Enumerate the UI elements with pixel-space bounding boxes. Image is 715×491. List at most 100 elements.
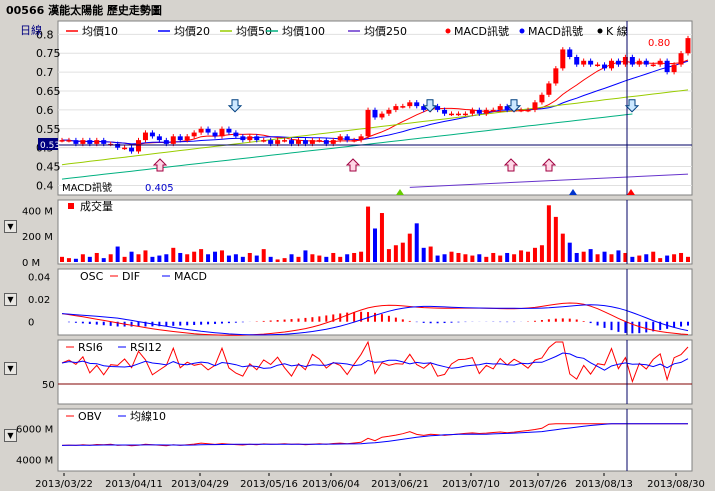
volume-bar xyxy=(66,258,71,262)
volume-bar xyxy=(101,258,106,262)
volume-bar xyxy=(373,228,377,262)
candle-body xyxy=(358,136,364,141)
volume-bar xyxy=(435,255,440,262)
candle-body xyxy=(205,128,211,133)
volume-bar xyxy=(310,254,315,262)
legend-label: 均價10 xyxy=(82,24,118,38)
candle-body xyxy=(302,140,308,144)
candle-body xyxy=(226,128,232,133)
volume-bar xyxy=(491,252,496,262)
volume-bar xyxy=(672,254,677,262)
candle-body xyxy=(163,140,169,144)
volume-bar xyxy=(150,256,155,262)
macd-legend-label: DIF xyxy=(122,270,140,283)
volume-bar xyxy=(192,251,197,262)
ma250-line xyxy=(409,173,689,188)
x-tick-label: 2013/08/30 xyxy=(647,479,705,490)
low-price-label: 0.405 xyxy=(145,183,174,194)
volume-bar xyxy=(296,256,301,262)
volume-bar xyxy=(477,254,482,262)
candle-body xyxy=(602,64,608,69)
volume-bar xyxy=(400,242,405,262)
obv-line xyxy=(61,423,688,447)
candle-body xyxy=(581,60,587,65)
volume-bar xyxy=(261,249,266,262)
volume-bar xyxy=(345,254,350,262)
volume-bar xyxy=(338,256,343,262)
rsi-collapse-button[interactable]: ▼ xyxy=(4,362,17,375)
candle-body xyxy=(337,136,343,141)
volume-bar xyxy=(87,256,92,262)
rsi-legend-label: RSI12 xyxy=(130,341,162,354)
candle-body xyxy=(156,136,162,141)
legend-label: 均價250 xyxy=(364,24,407,38)
candle-body xyxy=(615,60,621,65)
price-y-tick: 0.8 xyxy=(36,28,54,41)
period-label: 日線 xyxy=(20,23,42,37)
signal-triangle xyxy=(627,189,635,195)
volume-collapse-button[interactable]: ▼ xyxy=(4,220,17,233)
candle-body xyxy=(316,140,322,142)
volume-bar xyxy=(122,256,127,262)
candle-body xyxy=(490,109,496,112)
obv-y-tick: 4000 M xyxy=(16,455,53,466)
volume-bar xyxy=(324,256,329,262)
candle-body xyxy=(435,106,441,110)
legend-swatch xyxy=(519,28,525,34)
legend-label: MACD訊號 xyxy=(528,24,583,38)
obv-panel: ▼ 6000 M 4000 M OBV 均線10 xyxy=(0,407,715,473)
obv-legend-label: OBV xyxy=(78,410,102,423)
candle-body xyxy=(595,64,601,67)
volume-legend-marker xyxy=(68,203,74,209)
candle-body xyxy=(462,113,468,116)
candle-body xyxy=(379,113,385,118)
price-y-tick: 0.65 xyxy=(36,85,61,98)
legend-label: MACD訊號 xyxy=(454,24,509,38)
buy-arrow-marker xyxy=(152,158,168,172)
candle-body xyxy=(421,106,427,110)
volume-bar xyxy=(560,233,565,262)
legend-label: K 線 xyxy=(606,24,628,38)
candle-body xyxy=(184,136,190,141)
volume-bar xyxy=(359,251,364,262)
ma50-line xyxy=(61,89,689,166)
volume-bar xyxy=(136,254,141,262)
volume-bar xyxy=(282,258,287,262)
volume-bar xyxy=(616,250,621,262)
volume-bar xyxy=(254,255,259,262)
obv-y-tick: 6000 M xyxy=(16,424,53,435)
volume-bar xyxy=(574,252,579,262)
candle-body xyxy=(504,106,510,110)
volume-bar xyxy=(442,254,447,262)
volume-bar xyxy=(226,255,231,262)
volume-bar xyxy=(567,242,572,262)
volume-bar xyxy=(602,251,607,262)
macd-collapse-button[interactable]: ▼ xyxy=(4,293,17,306)
volume-chart: 400 M 200 M 0 M 成交量 xyxy=(22,199,693,269)
candle-body xyxy=(532,102,538,110)
obv-legend-label: 均線10 xyxy=(130,409,166,423)
volume-bar xyxy=(637,255,642,262)
candle-body xyxy=(567,49,573,57)
candle-body xyxy=(282,140,288,142)
macd-panel: ▼ 0.04 0.02 0 OSC DIF MACD xyxy=(0,267,715,337)
obv-collapse-button[interactable]: ▼ xyxy=(4,429,17,442)
volume-y-tick: 200 M xyxy=(22,232,53,243)
volume-bar xyxy=(199,249,204,262)
rsi-legend-label: RSI6 xyxy=(78,341,103,354)
volume-bar xyxy=(512,254,517,262)
candle-body xyxy=(289,140,295,144)
legend-swatch xyxy=(445,28,451,34)
volume-bar xyxy=(449,251,454,262)
candle-body xyxy=(483,109,489,114)
candle-body xyxy=(664,60,670,73)
volume-bar xyxy=(289,254,294,262)
candle-body xyxy=(240,136,246,141)
candle-body xyxy=(309,140,315,144)
candle-body xyxy=(323,140,329,144)
macd-chart: 0.04 0.02 0 OSC DIF MACD xyxy=(28,268,693,336)
volume-bar xyxy=(421,247,426,262)
high-price-label: 0.80 xyxy=(648,38,670,49)
x-tick-label: 2013/05/16 xyxy=(240,479,298,490)
volume-bar xyxy=(233,254,238,262)
